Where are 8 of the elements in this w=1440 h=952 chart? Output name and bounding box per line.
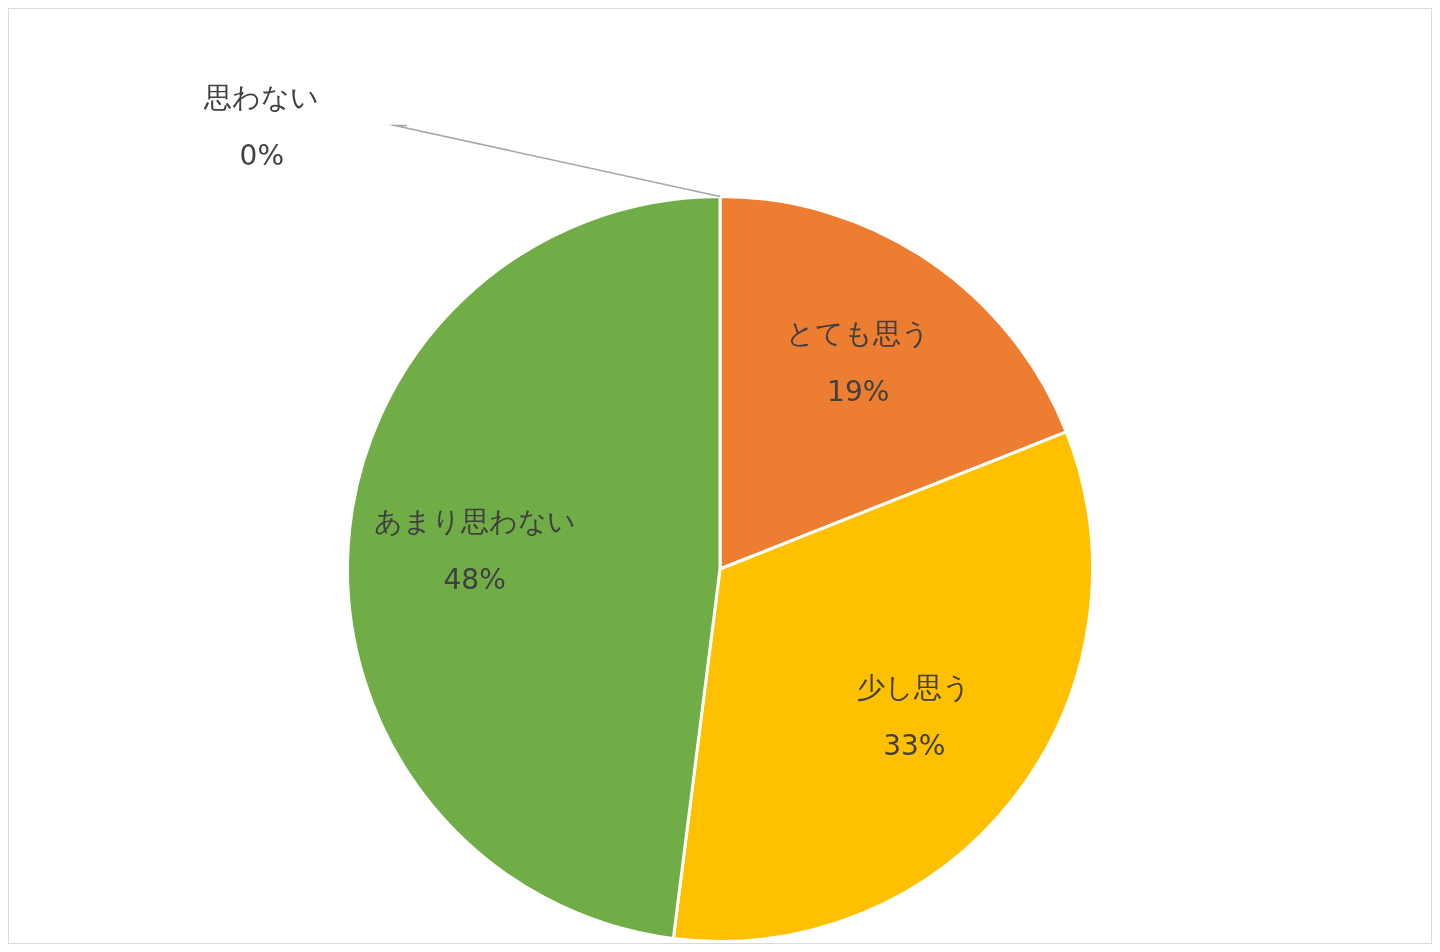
data-label: 33%: [883, 728, 946, 762]
data-label: 48%: [443, 562, 506, 596]
slice-label: あまり思わない: [373, 504, 576, 538]
data-label: 19%: [827, 374, 890, 408]
text: 0%: [239, 138, 285, 172]
category-label: 思わない: [204, 80, 320, 114]
slice-label: とても思う: [786, 316, 931, 350]
slice-label: 少し思う: [857, 670, 972, 704]
